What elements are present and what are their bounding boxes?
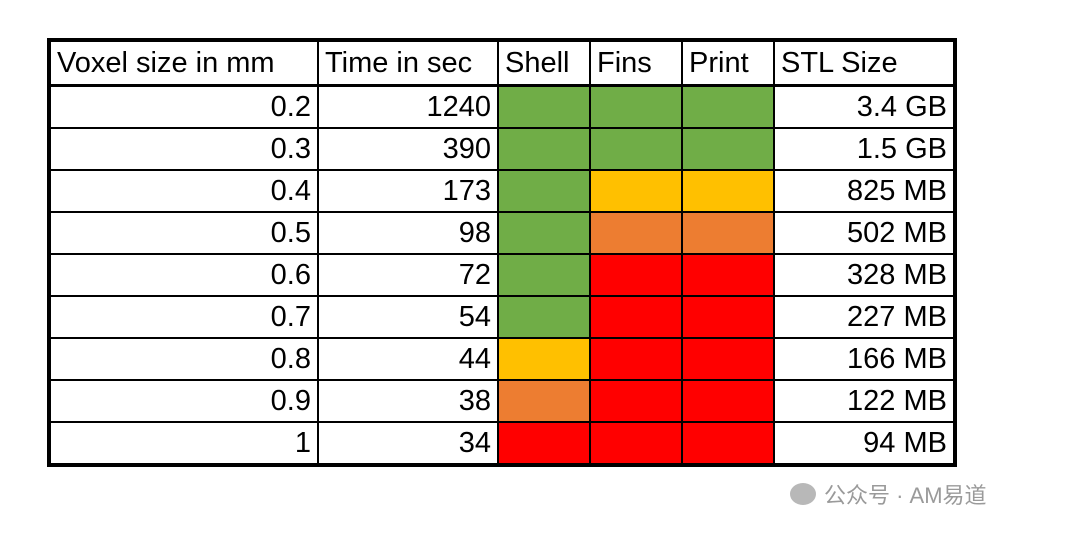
voxel-cell: 0.4 [48, 169, 319, 213]
data-row: 0.8 44 166 MB [48, 337, 956, 381]
stl-size-cell: 502 MB [773, 211, 956, 255]
fins-status-cell [589, 421, 683, 466]
voxel-cell: 0.7 [48, 295, 319, 339]
voxel-cell: 0.5 [48, 211, 319, 255]
fins-status-cell [589, 295, 683, 339]
stl-size-cell: 825 MB [773, 169, 956, 213]
data-row: 0.2 1240 3.4 GB [48, 84, 956, 129]
header-cell: Time in sec [317, 39, 499, 87]
voxel-cell: 0.2 [48, 84, 319, 129]
print-status-cell [681, 295, 775, 339]
watermark-text: 公众号 · AM易道 [824, 483, 987, 508]
stl-size-cell: 3.4 GB [773, 84, 956, 129]
header-cell: Print [681, 39, 775, 87]
fins-status-cell [589, 379, 683, 423]
time-cell: 1240 [317, 84, 499, 129]
data-table: Voxel size in mm Time in sec Shell Fins Prin… [47, 38, 957, 467]
time-cell: 44 [317, 337, 499, 381]
shell-status-cell [497, 211, 591, 255]
voxel-cell: 0.9 [48, 379, 319, 423]
data-row: 1 34 94 MB [48, 421, 956, 466]
time-cell: 34 [317, 421, 499, 466]
voxel-cell: 0.3 [48, 127, 319, 171]
time-cell: 390 [317, 127, 499, 171]
time-cell: 72 [317, 253, 499, 297]
time-cell: 98 [317, 211, 499, 255]
shell-status-cell [497, 379, 591, 423]
print-status-cell [681, 421, 775, 466]
data-row: 0.3 390 1.5 GB [48, 127, 956, 171]
data-row: 0.7 54 227 MB [48, 295, 956, 339]
data-row: 0.4 173 825 MB [48, 169, 956, 213]
header-cell: Shell [497, 39, 591, 87]
data-row: 0.9 38 122 MB [48, 379, 956, 423]
data-row: 0.6 72 328 MB [48, 253, 956, 297]
fins-status-cell [589, 169, 683, 213]
fins-status-cell [589, 84, 683, 129]
header-row: Voxel size in mm Time in sec Shell Fins Prin… [48, 39, 956, 87]
stl-size-cell: 94 MB [773, 421, 956, 466]
time-cell: 173 [317, 169, 499, 213]
fins-status-cell [589, 253, 683, 297]
print-status-cell [681, 211, 775, 255]
stl-size-cell: 1.5 GB [773, 127, 956, 171]
time-cell: 54 [317, 295, 499, 339]
shell-status-cell [497, 295, 591, 339]
stl-size-cell: 122 MB [773, 379, 956, 423]
fins-status-cell [589, 211, 683, 255]
header-cell: STL Size [773, 39, 956, 87]
time-cell: 38 [317, 379, 499, 423]
voxel-cell: 0.6 [48, 253, 319, 297]
fins-status-cell [589, 337, 683, 381]
header-cell: Voxel size in mm [48, 39, 319, 87]
print-status-cell [681, 253, 775, 297]
watermark-icon [790, 483, 816, 505]
print-status-cell [681, 337, 775, 381]
watermark: 公众号 · AM易道 [790, 478, 987, 510]
stl-size-cell: 227 MB [773, 295, 956, 339]
shell-status-cell [497, 421, 591, 466]
print-status-cell [681, 169, 775, 213]
voxel-cell: 0.8 [48, 337, 319, 381]
stl-size-cell: 166 MB [773, 337, 956, 381]
header-cell: Fins [589, 39, 683, 87]
print-status-cell [681, 379, 775, 423]
data-row: 0.5 98 502 MB [48, 211, 956, 255]
shell-status-cell [497, 169, 591, 213]
shell-status-cell [497, 127, 591, 171]
voxel-cell: 1 [48, 421, 319, 466]
print-status-cell [681, 84, 775, 129]
print-status-cell [681, 127, 775, 171]
shell-status-cell [497, 337, 591, 381]
fins-status-cell [589, 127, 683, 171]
shell-status-cell [497, 84, 591, 129]
stl-size-cell: 328 MB [773, 253, 956, 297]
shell-status-cell [497, 253, 591, 297]
